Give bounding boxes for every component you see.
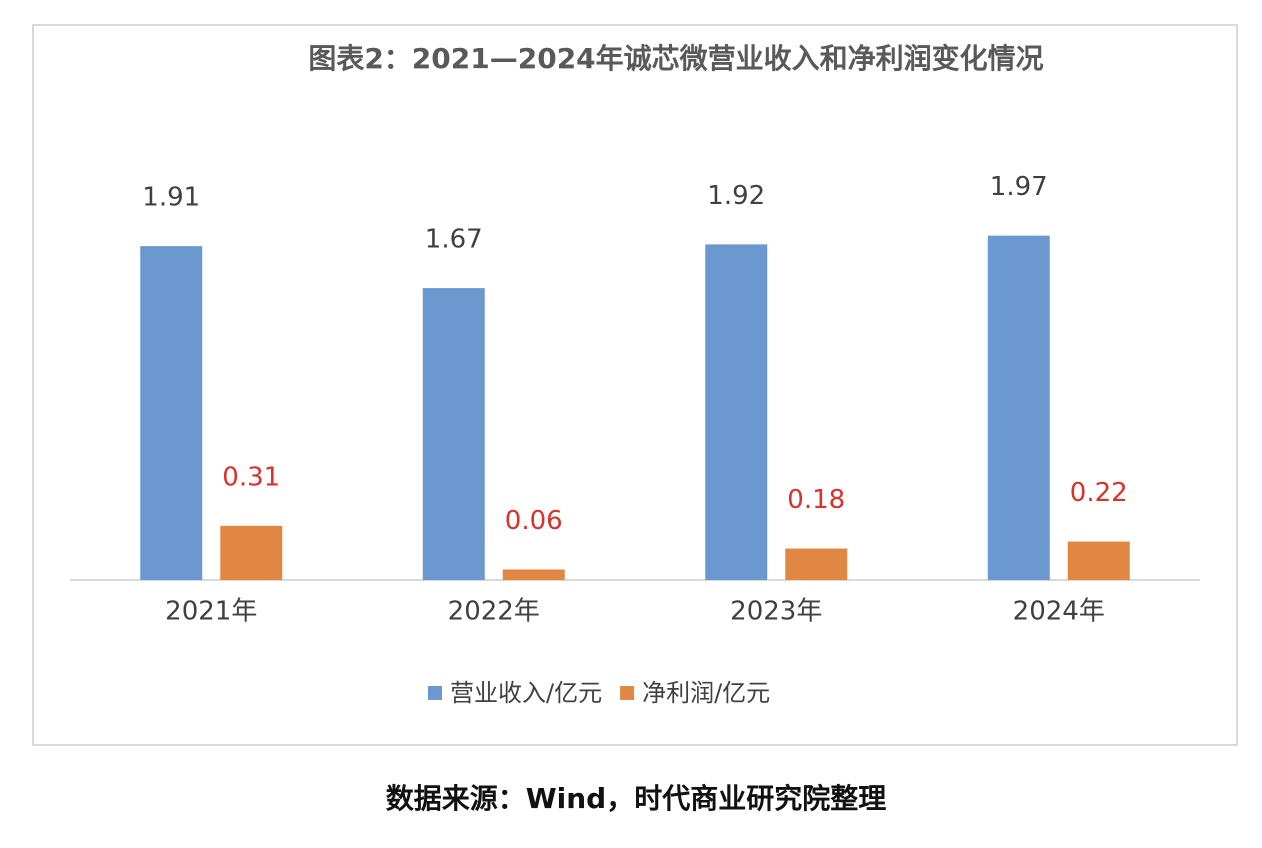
data-label: 1.67 xyxy=(425,225,483,255)
bar xyxy=(705,244,768,580)
bar xyxy=(422,288,485,580)
bar xyxy=(502,569,565,580)
x-tick-label: 2024年 xyxy=(1013,597,1105,627)
data-label: 1.91 xyxy=(142,183,200,213)
data-label: 0.31 xyxy=(222,462,280,492)
bar xyxy=(220,525,283,580)
bar xyxy=(987,235,1050,581)
chart-frame xyxy=(32,24,1238,746)
legend-swatch xyxy=(428,686,442,700)
data-label: 0.18 xyxy=(787,485,845,515)
x-tick-label: 2023年 xyxy=(730,597,822,627)
x-tick-label: 2021年 xyxy=(165,597,257,627)
data-label: 1.92 xyxy=(707,181,765,211)
legend-label: 净利润/亿元 xyxy=(642,679,770,707)
legend-swatch xyxy=(620,686,635,700)
data-label: 0.06 xyxy=(505,506,563,536)
source-note: 数据来源：Wind，时代商业研究院整理 xyxy=(386,782,886,815)
data-label: 1.97 xyxy=(990,172,1048,202)
x-tick-label: 2022年 xyxy=(448,597,540,627)
bar xyxy=(785,548,848,580)
bar xyxy=(140,246,203,580)
bar xyxy=(1067,541,1130,580)
chart-title: 图表2：2021—2024年诚芯微营业收入和净利润变化情况 xyxy=(308,42,1043,75)
legend-label: 营业收入/亿元 xyxy=(450,679,602,707)
data-label: 0.22 xyxy=(1070,478,1128,508)
